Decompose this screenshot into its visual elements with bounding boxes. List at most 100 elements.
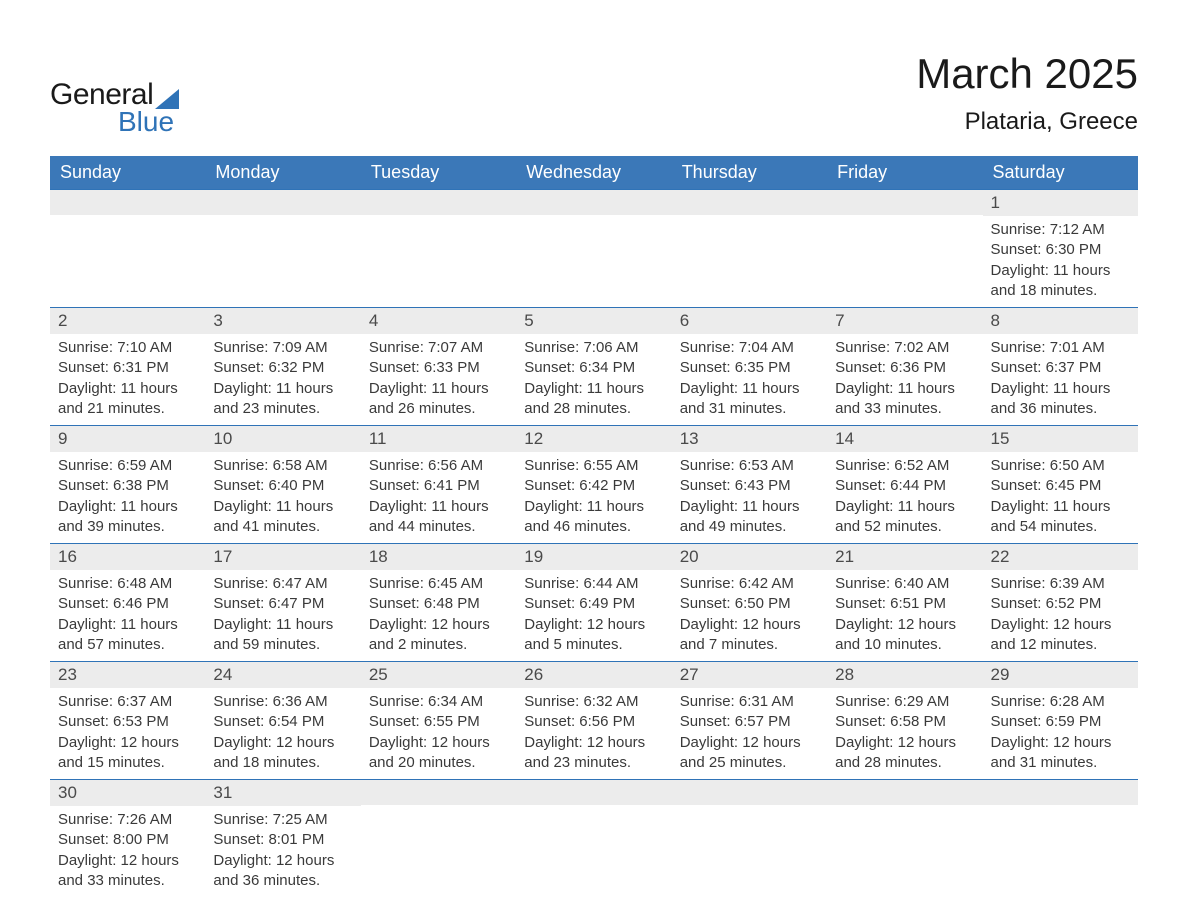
- day-sunrise: Sunrise: 6:36 AM: [213, 692, 352, 712]
- day-daylight2: and 18 minutes.: [213, 753, 352, 773]
- day-body: Sunrise: 6:31 AMSunset: 6:57 PMDaylight:…: [672, 688, 827, 779]
- calendar-table: SundayMondayTuesdayWednesdayThursdayFrid…: [50, 156, 1138, 897]
- day-sunset: Sunset: 6:49 PM: [524, 594, 663, 614]
- day-body: Sunrise: 7:04 AMSunset: 6:35 PMDaylight:…: [672, 334, 827, 425]
- day-number-bar: [361, 779, 516, 805]
- day-body: [516, 805, 671, 889]
- day-daylight1: Daylight: 12 hours: [524, 733, 663, 753]
- calendar-cell: 9Sunrise: 6:59 AMSunset: 6:38 PMDaylight…: [50, 425, 205, 543]
- calendar-cell: 28Sunrise: 6:29 AMSunset: 6:58 PMDayligh…: [827, 661, 982, 779]
- day-sunset: Sunset: 6:38 PM: [58, 476, 197, 496]
- calendar-cell: 2Sunrise: 7:10 AMSunset: 6:31 PMDaylight…: [50, 307, 205, 425]
- day-number-bar: 15: [983, 425, 1138, 452]
- day-daylight1: Daylight: 12 hours: [991, 615, 1130, 635]
- day-sunset: Sunset: 6:52 PM: [991, 594, 1130, 614]
- day-daylight2: and 12 minutes.: [991, 635, 1130, 655]
- calendar-cell: 13Sunrise: 6:53 AMSunset: 6:43 PMDayligh…: [672, 425, 827, 543]
- day-number-bar: 20: [672, 543, 827, 570]
- calendar-cell: [516, 779, 671, 897]
- day-body: Sunrise: 6:40 AMSunset: 6:51 PMDaylight:…: [827, 570, 982, 661]
- calendar-cell: 25Sunrise: 6:34 AMSunset: 6:55 PMDayligh…: [361, 661, 516, 779]
- day-daylight2: and 31 minutes.: [991, 753, 1130, 773]
- day-daylight1: Daylight: 11 hours: [213, 497, 352, 517]
- day-number-bar: 18: [361, 543, 516, 570]
- day-number-bar: [50, 189, 205, 215]
- calendar-body: 1Sunrise: 7:12 AMSunset: 6:30 PMDaylight…: [50, 189, 1138, 897]
- day-body: Sunrise: 6:58 AMSunset: 6:40 PMDaylight:…: [205, 452, 360, 543]
- calendar-cell: [672, 189, 827, 307]
- day-body: [361, 215, 516, 305]
- day-sunrise: Sunrise: 6:44 AM: [524, 574, 663, 594]
- day-daylight2: and 41 minutes.: [213, 517, 352, 537]
- day-daylight2: and 57 minutes.: [58, 635, 197, 655]
- calendar-cell: 12Sunrise: 6:55 AMSunset: 6:42 PMDayligh…: [516, 425, 671, 543]
- day-sunrise: Sunrise: 7:04 AM: [680, 338, 819, 358]
- day-body: [672, 215, 827, 305]
- day-daylight2: and 18 minutes.: [991, 281, 1130, 301]
- day-daylight1: Daylight: 11 hours: [369, 497, 508, 517]
- day-daylight1: Daylight: 11 hours: [58, 615, 197, 635]
- day-body: Sunrise: 7:01 AMSunset: 6:37 PMDaylight:…: [983, 334, 1138, 425]
- day-daylight2: and 46 minutes.: [524, 517, 663, 537]
- day-sunrise: Sunrise: 6:31 AM: [680, 692, 819, 712]
- calendar-cell: 24Sunrise: 6:36 AMSunset: 6:54 PMDayligh…: [205, 661, 360, 779]
- day-sunset: Sunset: 6:57 PM: [680, 712, 819, 732]
- calendar-cell: 31Sunrise: 7:25 AMSunset: 8:01 PMDayligh…: [205, 779, 360, 897]
- day-daylight2: and 5 minutes.: [524, 635, 663, 655]
- day-number-bar: 8: [983, 307, 1138, 334]
- day-number-bar: [361, 189, 516, 215]
- day-body: Sunrise: 6:52 AMSunset: 6:44 PMDaylight:…: [827, 452, 982, 543]
- day-body: [827, 805, 982, 889]
- day-number-bar: 16: [50, 543, 205, 570]
- day-sunset: Sunset: 6:35 PM: [680, 358, 819, 378]
- calendar-cell: 27Sunrise: 6:31 AMSunset: 6:57 PMDayligh…: [672, 661, 827, 779]
- day-sunrise: Sunrise: 6:34 AM: [369, 692, 508, 712]
- day-number-bar: 5: [516, 307, 671, 334]
- day-sunset: Sunset: 6:32 PM: [213, 358, 352, 378]
- calendar-cell: [827, 779, 982, 897]
- day-body: Sunrise: 7:09 AMSunset: 6:32 PMDaylight:…: [205, 334, 360, 425]
- day-sunset: Sunset: 6:58 PM: [835, 712, 974, 732]
- calendar-cell: 19Sunrise: 6:44 AMSunset: 6:49 PMDayligh…: [516, 543, 671, 661]
- calendar-cell: 3Sunrise: 7:09 AMSunset: 6:32 PMDaylight…: [205, 307, 360, 425]
- day-body: Sunrise: 6:39 AMSunset: 6:52 PMDaylight:…: [983, 570, 1138, 661]
- day-daylight1: Daylight: 11 hours: [991, 497, 1130, 517]
- day-daylight1: Daylight: 11 hours: [680, 497, 819, 517]
- day-sunset: Sunset: 6:40 PM: [213, 476, 352, 496]
- day-number-bar: 13: [672, 425, 827, 452]
- day-number-bar: 2: [50, 307, 205, 334]
- day-body: Sunrise: 6:53 AMSunset: 6:43 PMDaylight:…: [672, 452, 827, 543]
- day-body: Sunrise: 6:55 AMSunset: 6:42 PMDaylight:…: [516, 452, 671, 543]
- day-body: Sunrise: 6:28 AMSunset: 6:59 PMDaylight:…: [983, 688, 1138, 779]
- day-number-bar: 22: [983, 543, 1138, 570]
- calendar-cell: 4Sunrise: 7:07 AMSunset: 6:33 PMDaylight…: [361, 307, 516, 425]
- calendar-week-row: 16Sunrise: 6:48 AMSunset: 6:46 PMDayligh…: [50, 543, 1138, 661]
- day-daylight1: Daylight: 12 hours: [680, 615, 819, 635]
- day-number-bar: 9: [50, 425, 205, 452]
- location: Plataria, Greece: [916, 108, 1138, 136]
- day-daylight1: Daylight: 12 hours: [524, 615, 663, 635]
- calendar-cell: 30Sunrise: 7:26 AMSunset: 8:00 PMDayligh…: [50, 779, 205, 897]
- day-daylight2: and 20 minutes.: [369, 753, 508, 773]
- day-daylight1: Daylight: 12 hours: [835, 615, 974, 635]
- calendar-cell: [361, 189, 516, 307]
- day-daylight1: Daylight: 11 hours: [835, 379, 974, 399]
- month-title: March 2025: [916, 50, 1138, 98]
- day-number-bar: 1: [983, 189, 1138, 216]
- day-number-bar: 30: [50, 779, 205, 806]
- day-body: [50, 215, 205, 305]
- day-daylight2: and 33 minutes.: [58, 871, 197, 891]
- day-body: [516, 215, 671, 305]
- day-number-bar: 27: [672, 661, 827, 688]
- calendar-cell: [361, 779, 516, 897]
- day-body: [672, 805, 827, 889]
- day-daylight1: Daylight: 11 hours: [58, 497, 197, 517]
- day-daylight2: and 39 minutes.: [58, 517, 197, 537]
- day-number-bar: [827, 189, 982, 215]
- title-block: March 2025 Plataria, Greece: [916, 50, 1138, 136]
- day-daylight1: Daylight: 12 hours: [58, 733, 197, 753]
- calendar-cell: 8Sunrise: 7:01 AMSunset: 6:37 PMDaylight…: [983, 307, 1138, 425]
- day-sunrise: Sunrise: 6:28 AM: [991, 692, 1130, 712]
- day-sunset: Sunset: 6:46 PM: [58, 594, 197, 614]
- day-number-bar: 14: [827, 425, 982, 452]
